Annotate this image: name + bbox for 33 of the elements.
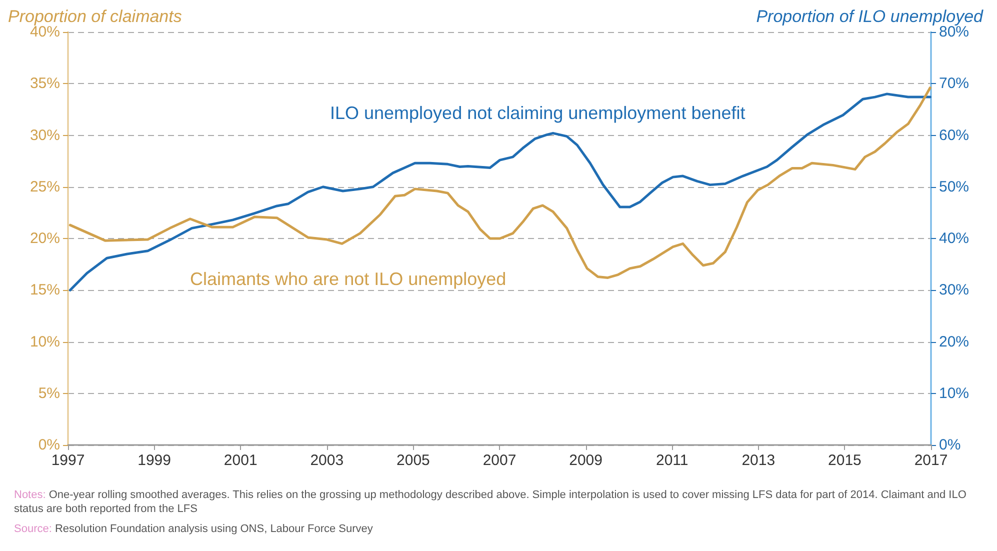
- y-tick-label: 30%: [30, 126, 60, 144]
- y-tick-label: 10%: [30, 333, 60, 350]
- x-tick-label: 2013: [742, 452, 776, 469]
- y2-tick-label: 10%: [939, 384, 970, 402]
- x-tick-label: 2017: [914, 452, 948, 469]
- y-tick-label: 25%: [30, 178, 60, 196]
- text: Notes: One-year rolling smoothed averages. This relies on the grossing up methodology described above. Simple interpolation is used to cover missing LFS data for part of 2014. Claimant and ILO status are both reported from the LFS: [14, 489, 970, 515]
- x-tick-label: 2011: [656, 452, 688, 469]
- y2-tick-label: 60%: [939, 126, 970, 144]
- source-note: Source: Resolution Foundation analysis using ONS, Labour Force Survey: [14, 523, 374, 535]
- y2-tick-label: 20%: [939, 333, 970, 350]
- y2-tick-label: 30%: [939, 282, 970, 299]
- series-label: Claimants who are not ILO unemployed: [190, 269, 506, 289]
- x-tick-label: 2015: [828, 452, 862, 469]
- y2-tick-label: 0%: [939, 436, 961, 454]
- x-tick-label: 2009: [569, 452, 602, 469]
- x-tick-label: 1999: [138, 452, 171, 469]
- y2-tick-label: 70%: [939, 75, 970, 92]
- x-tick-label: 2005: [396, 452, 430, 469]
- x-tick-label: 1997: [51, 452, 85, 469]
- y2-tick-label: 50%: [939, 178, 970, 196]
- x-tick-label: 2001: [224, 452, 258, 469]
- x-tick-label: 2007: [482, 452, 516, 469]
- y-tick-label: 20%: [30, 230, 60, 247]
- y-tick-label: 15%: [30, 282, 60, 299]
- y2-tick-label: 40%: [939, 230, 970, 247]
- y-tick-label: 35%: [30, 75, 60, 92]
- series-label: ILO unemployed not claiming unemployment benefit: [330, 103, 746, 123]
- x-tick-label: 2003: [310, 452, 344, 469]
- y-axis-title: Proportion of claimants: [8, 7, 182, 26]
- y-tick-label: 0%: [38, 436, 60, 454]
- y-tick-label: 5%: [38, 384, 60, 402]
- y2-axis-title: Proportion of ILO unemployed: [756, 7, 984, 26]
